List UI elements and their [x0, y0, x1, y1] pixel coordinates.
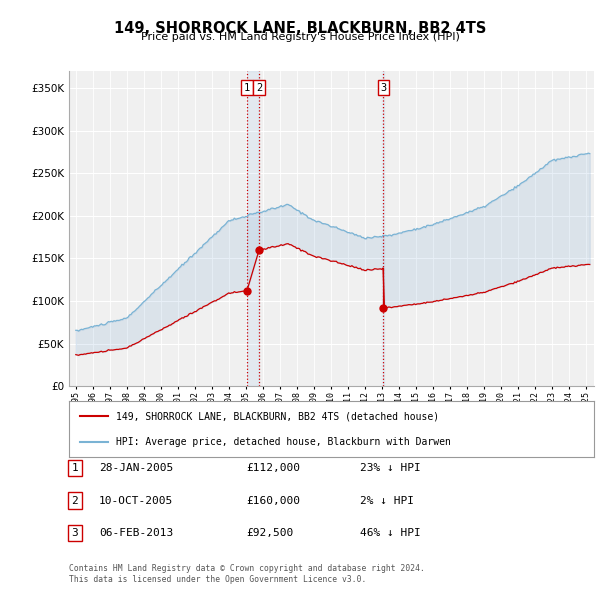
Text: This data is licensed under the Open Government Licence v3.0.: This data is licensed under the Open Gov… — [69, 575, 367, 584]
Text: 3: 3 — [380, 83, 386, 93]
Text: 10-OCT-2005: 10-OCT-2005 — [99, 496, 173, 506]
Text: £160,000: £160,000 — [246, 496, 300, 506]
Text: 2: 2 — [71, 496, 79, 506]
Text: 2: 2 — [256, 83, 262, 93]
Text: 23% ↓ HPI: 23% ↓ HPI — [360, 463, 421, 473]
Text: 149, SHORROCK LANE, BLACKBURN, BB2 4TS (detached house): 149, SHORROCK LANE, BLACKBURN, BB2 4TS (… — [116, 411, 439, 421]
Text: £112,000: £112,000 — [246, 463, 300, 473]
Text: £92,500: £92,500 — [246, 528, 293, 538]
Text: HPI: Average price, detached house, Blackburn with Darwen: HPI: Average price, detached house, Blac… — [116, 437, 451, 447]
Text: 2% ↓ HPI: 2% ↓ HPI — [360, 496, 414, 506]
Text: 149, SHORROCK LANE, BLACKBURN, BB2 4TS: 149, SHORROCK LANE, BLACKBURN, BB2 4TS — [114, 21, 486, 35]
Text: 1: 1 — [71, 463, 79, 473]
Text: Price paid vs. HM Land Registry's House Price Index (HPI): Price paid vs. HM Land Registry's House … — [140, 32, 460, 42]
Text: Contains HM Land Registry data © Crown copyright and database right 2024.: Contains HM Land Registry data © Crown c… — [69, 565, 425, 573]
Text: 1: 1 — [244, 83, 250, 93]
Text: 06-FEB-2013: 06-FEB-2013 — [99, 528, 173, 538]
Bar — [247, 71, 259, 386]
Bar — [382, 71, 384, 386]
Text: 46% ↓ HPI: 46% ↓ HPI — [360, 528, 421, 538]
Text: 28-JAN-2005: 28-JAN-2005 — [99, 463, 173, 473]
Text: 3: 3 — [71, 528, 79, 538]
